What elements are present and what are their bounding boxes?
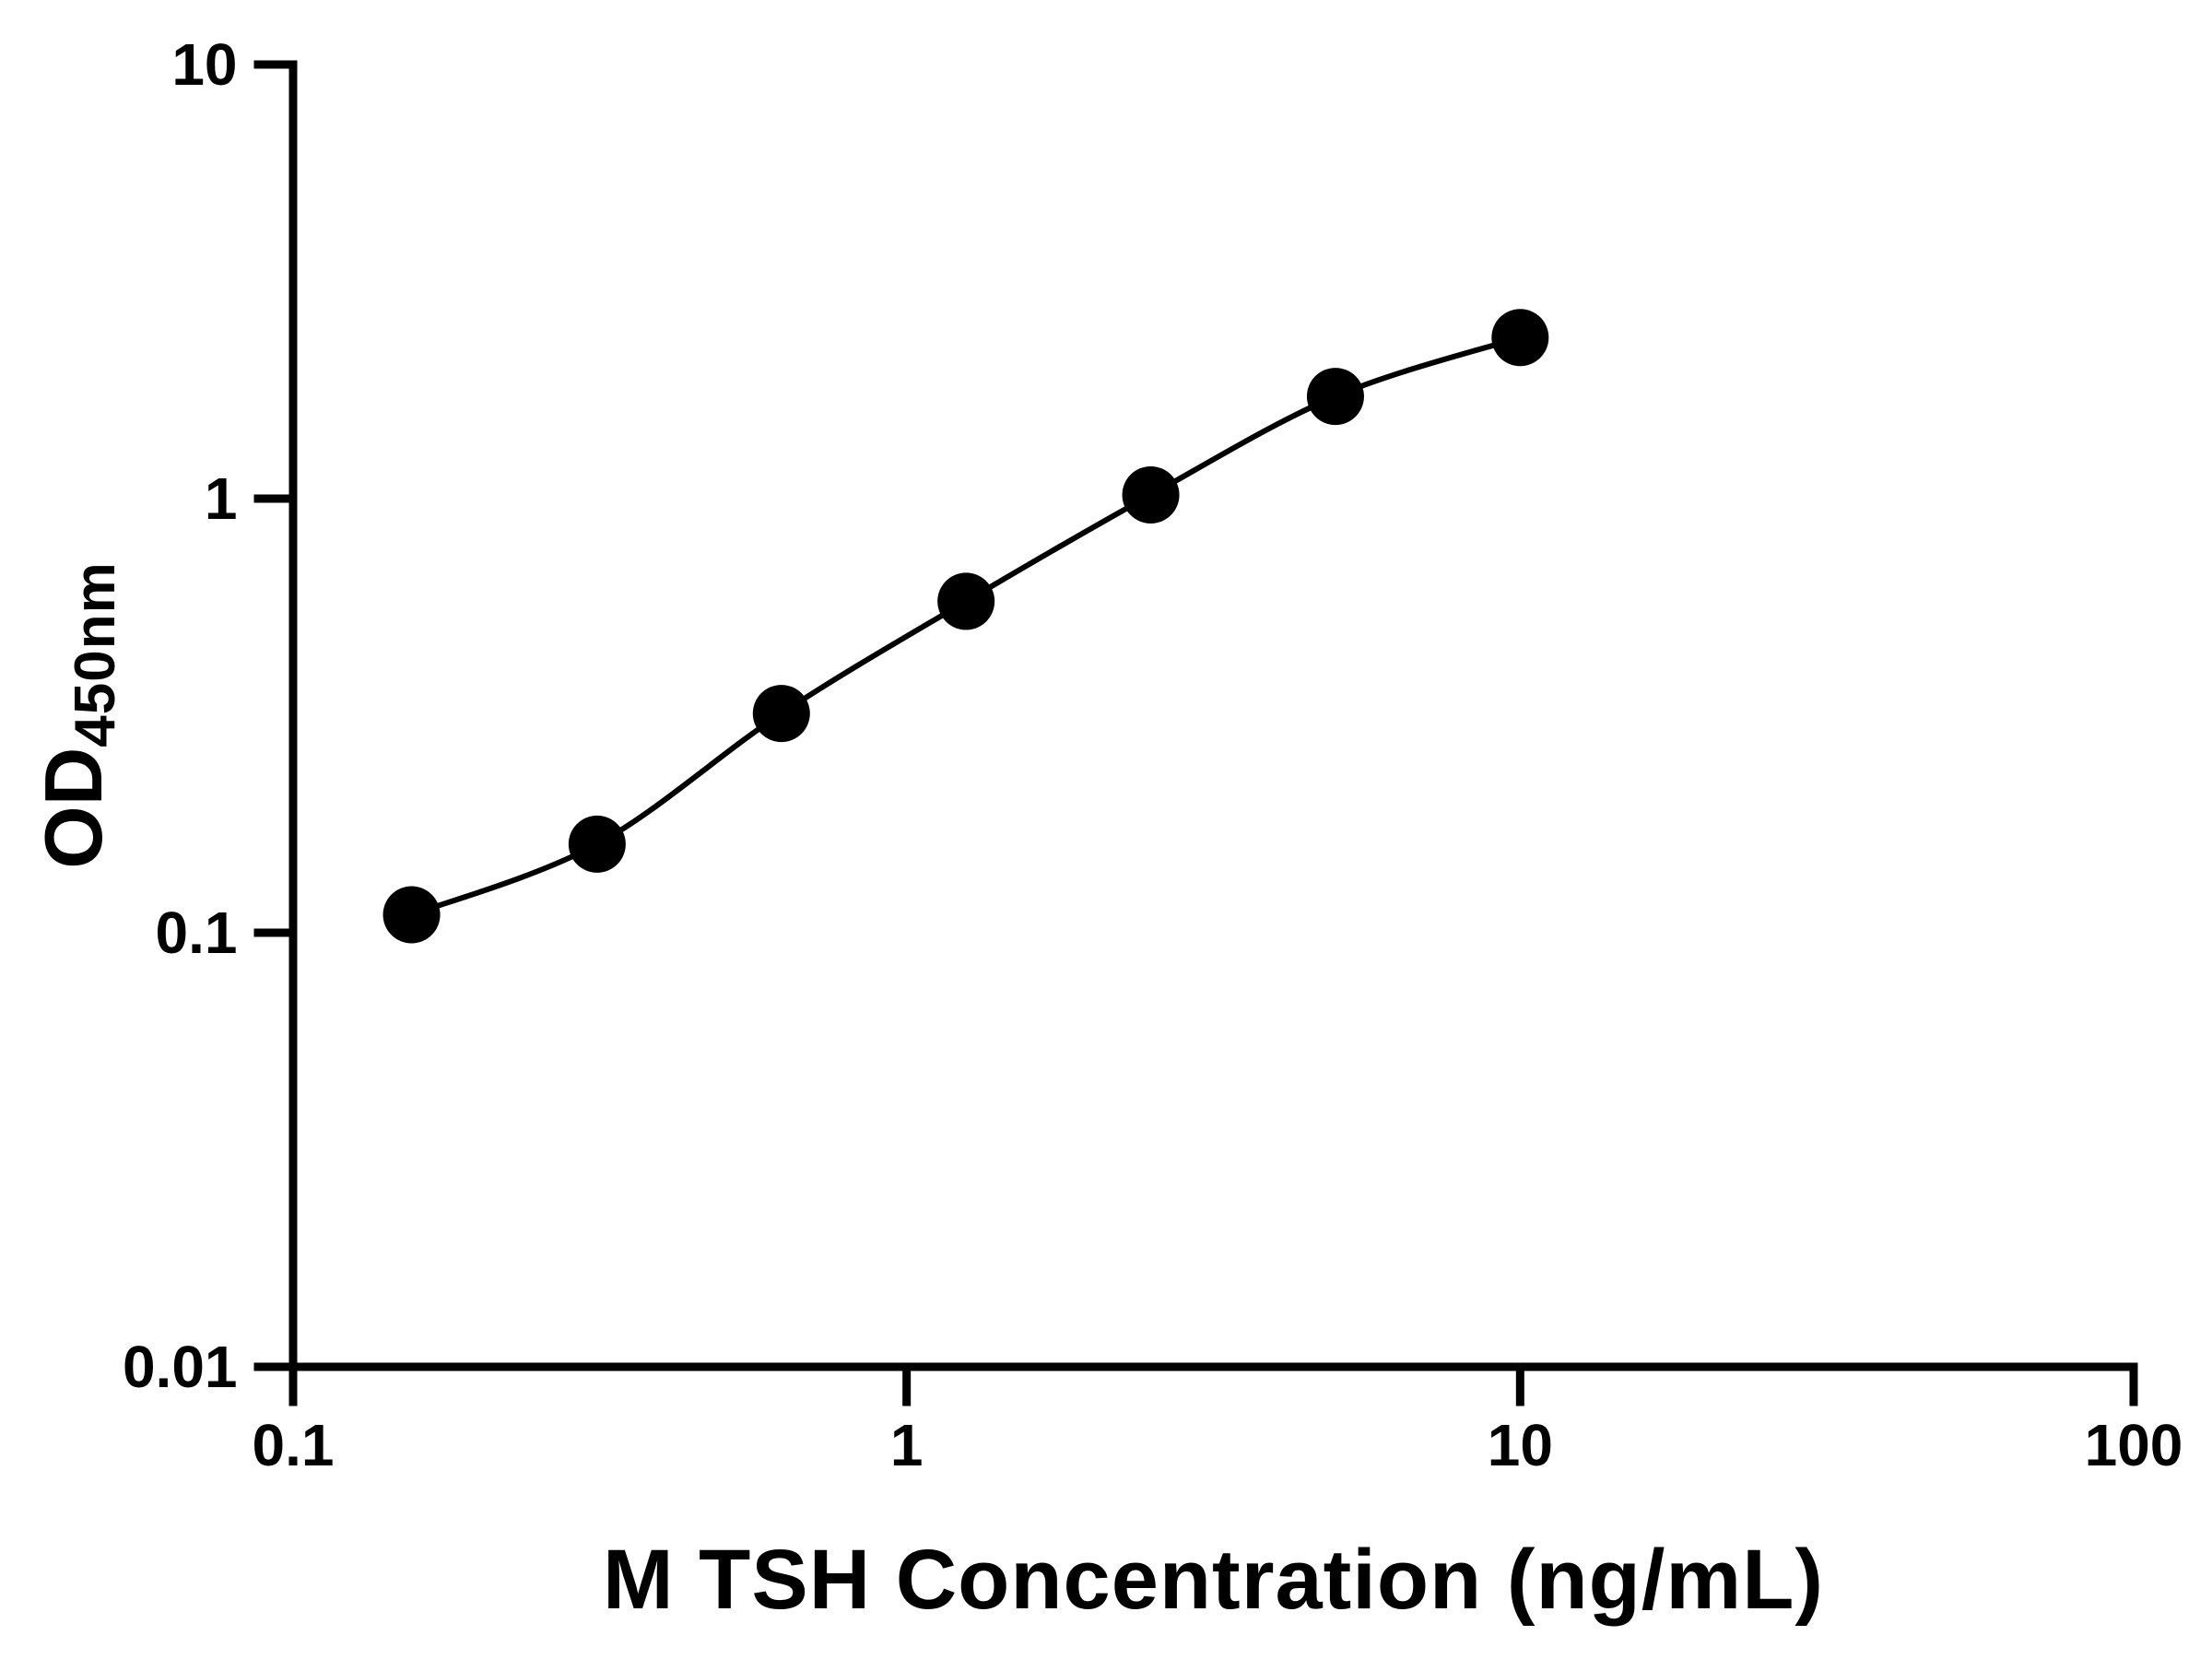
data-point-marker xyxy=(1306,368,1364,426)
data-point-marker xyxy=(937,572,995,630)
data-point-marker xyxy=(1122,465,1180,524)
y-axis-tick-label: 0.01 xyxy=(123,1334,238,1400)
y-axis-title-subscript: 450nm xyxy=(64,561,127,747)
x-axis-title: M TSH Concentration (ng/mL) xyxy=(602,1533,1825,1627)
y-axis-tick-label: 1 xyxy=(205,465,238,532)
axis-lines xyxy=(288,60,2138,1371)
y-axis-tick-label: 10 xyxy=(171,31,237,98)
x-axis-tick-label: 0.1 xyxy=(253,1412,335,1478)
data-point-marker xyxy=(752,685,810,743)
x-axis-tick-label: 10 xyxy=(1488,1412,1553,1478)
x-axis-tick-label: 100 xyxy=(2085,1412,2183,1478)
y-axis-tick-label: 0.1 xyxy=(156,900,238,966)
data-point-marker xyxy=(568,815,626,873)
data-point-marker xyxy=(382,886,441,944)
data-point-marker xyxy=(1491,309,1549,367)
y-axis-title-main: OD xyxy=(28,747,119,869)
x-axis-tick-label: 1 xyxy=(890,1412,924,1478)
y-axis-title: OD450nm xyxy=(27,561,128,868)
